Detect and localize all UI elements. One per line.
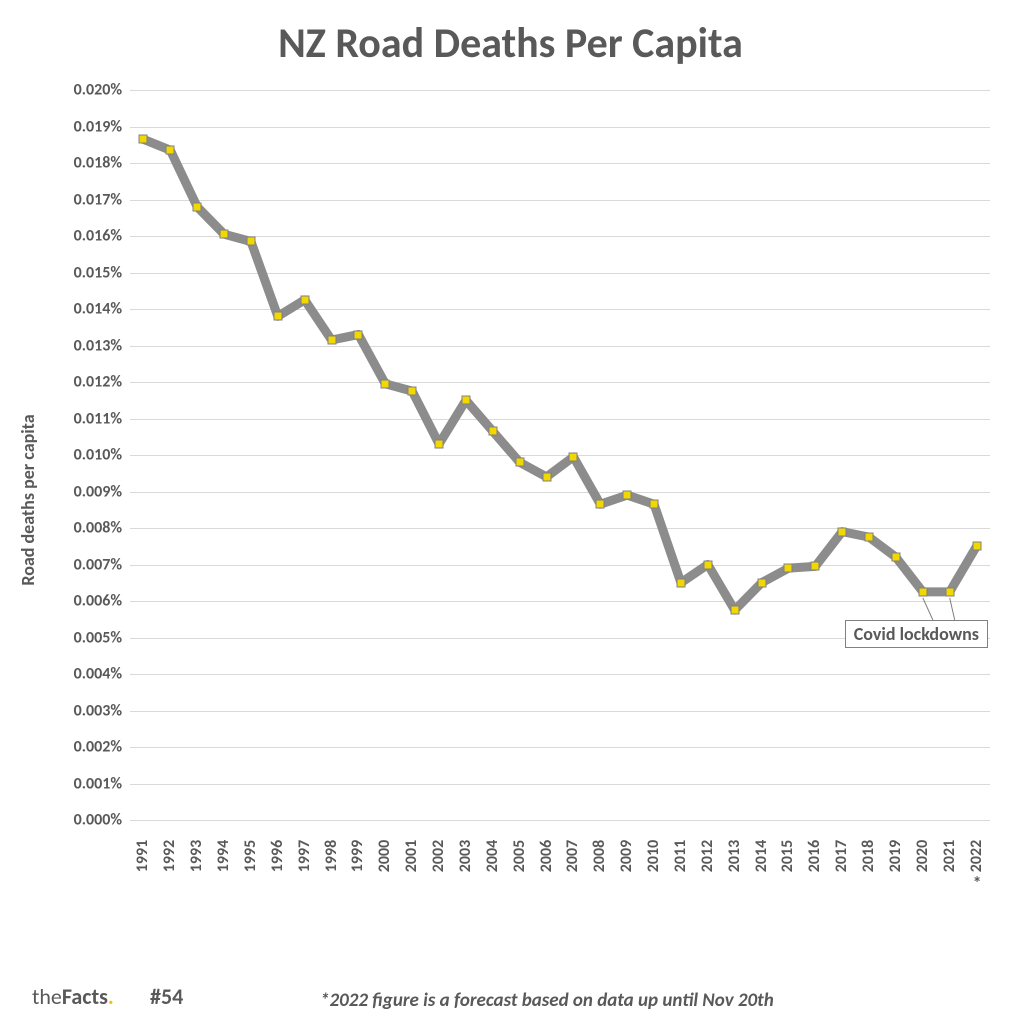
x-tick-label: 2012 (698, 840, 717, 872)
y-tick-label: 0.017% (74, 190, 122, 209)
x-tick-label: 2005 (510, 840, 529, 872)
x-tick-label: 1991 (133, 840, 152, 872)
y-axis-label: Road deaths per capita (17, 414, 39, 585)
brand-number: #54 (150, 983, 183, 1010)
brand-the: the (32, 983, 62, 1010)
y-tick-label: 0.009% (74, 482, 122, 501)
x-tick-label: 2019 (886, 840, 905, 872)
y-tick-label: 0.008% (74, 519, 122, 538)
x-tick-label: 2007 (563, 840, 582, 872)
brand-facts: Facts (62, 983, 108, 1010)
y-tick-label: 0.019% (74, 117, 122, 136)
y-tick-label: 0.005% (74, 628, 122, 647)
y-tick-label: 0.015% (74, 263, 122, 282)
x-tick-label: 1992 (160, 840, 179, 872)
x-tick-label: 2020 (913, 840, 932, 872)
x-tick-label: 2008 (590, 840, 609, 872)
x-tick-label: 2010 (644, 840, 663, 872)
x-tick-label: 1995 (241, 840, 260, 872)
x-tick-label: 1996 (268, 840, 287, 872)
forecast-asterisk: * (973, 872, 982, 894)
y-tick-label: 0.010% (74, 446, 122, 465)
x-tick-label: 2000 (375, 840, 394, 872)
brand-logo: theFacts. (32, 983, 114, 1010)
chart-container: Road deaths per capita 0.000%0.001%0.002… (40, 90, 1000, 910)
x-tick-label: 2021 (940, 840, 959, 872)
x-tick-label: 2014 (752, 840, 771, 872)
x-tick-label: 1993 (187, 840, 206, 872)
x-tick-label: 2013 (725, 840, 744, 872)
y-tick-label: 0.001% (74, 774, 122, 793)
y-tick-label: 0.020% (74, 81, 122, 100)
x-tick-label: 2017 (832, 840, 851, 872)
x-tick-label: 2006 (537, 840, 556, 872)
y-tick-label: 0.013% (74, 336, 122, 355)
x-tick-label: 2004 (483, 840, 502, 872)
x-tick-label: 1997 (295, 840, 314, 872)
y-tick-label: 0.004% (74, 665, 122, 684)
y-tick-label: 0.014% (74, 300, 122, 319)
x-tick-label: 2009 (617, 840, 636, 872)
y-tick-label: 0.006% (74, 592, 122, 611)
x-tick-label: 2002 (429, 840, 448, 872)
y-tick-label: 0.012% (74, 373, 122, 392)
x-tick-label: 1998 (322, 840, 341, 872)
gridline (130, 820, 990, 821)
y-tick-label: 0.007% (74, 555, 122, 574)
x-tick-label: 1994 (214, 840, 233, 872)
x-tick-label: 2001 (402, 840, 421, 872)
y-tick-label: 0.018% (74, 154, 122, 173)
y-tick-label: 0.003% (74, 701, 122, 720)
brand-dot: . (108, 983, 114, 1010)
footnote: *2022 figure is a forecast based on data… (320, 989, 774, 1012)
y-tick-label: 0.002% (74, 738, 122, 757)
x-tick-label: 2022 (967, 840, 986, 872)
x-tick-label: 2011 (671, 840, 690, 872)
x-tick-label: 2015 (778, 840, 797, 872)
x-tick-label: 1999 (348, 840, 367, 872)
chart-title: NZ Road Deaths Per Capita (0, 0, 1021, 69)
y-tick-label: 0.011% (74, 409, 122, 428)
y-tick-label: 0.000% (74, 811, 122, 830)
y-tick-label: 0.016% (74, 227, 122, 246)
plot-area: 0.000%0.001%0.002%0.003%0.004%0.005%0.00… (130, 90, 990, 820)
annotation-leader-lines (130, 90, 990, 820)
x-tick-label: 2003 (456, 840, 475, 872)
x-tick-label: 2016 (805, 840, 824, 872)
x-tick-label: 2018 (859, 840, 878, 872)
